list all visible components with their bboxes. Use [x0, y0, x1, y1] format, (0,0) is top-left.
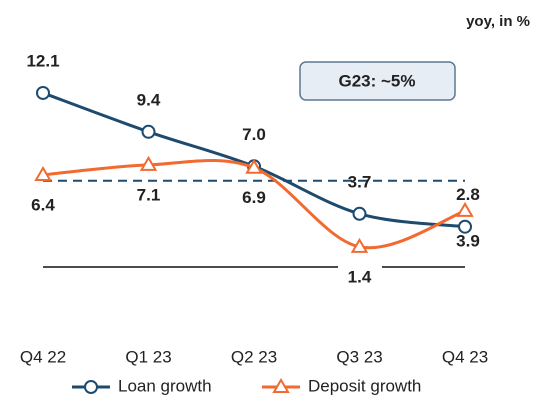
annotation-box — [299, 61, 456, 101]
marker — [139, 155, 158, 171]
x-tick-label: Q4 23 — [442, 347, 488, 366]
legend-label: Deposit growth — [308, 376, 421, 395]
marker — [36, 85, 50, 100]
marker — [456, 201, 474, 217]
legend-label: Loan growth — [118, 376, 212, 395]
marker — [458, 219, 472, 234]
annotation: G23: ~5% — [338, 71, 415, 90]
marker — [272, 378, 290, 393]
data-label: 7.1 — [137, 185, 161, 204]
data-label: 7.0 — [242, 125, 266, 144]
x-tick-label: Q2 23 — [231, 347, 277, 366]
marker — [84, 380, 98, 394]
data-label: 6.9 — [242, 188, 266, 207]
marker — [350, 237, 369, 253]
x-tick-label: Q4 22 — [20, 347, 66, 366]
marker — [34, 165, 52, 181]
data-label: 3.9 — [456, 231, 480, 250]
x-tick-label: Q3 23 — [336, 347, 382, 366]
data-label: 1.4 — [348, 267, 372, 286]
unit-label: yoy, in % — [466, 13, 530, 30]
data-label: 3.7 — [348, 172, 372, 191]
marker — [141, 124, 156, 139]
data-label: 9.4 — [137, 90, 161, 109]
x-tick-label: Q1 23 — [125, 347, 171, 366]
data-label: 2.8 — [456, 185, 480, 204]
data-label: 12.1 — [26, 51, 59, 70]
data-label: 6.4 — [31, 195, 55, 214]
marker — [352, 206, 367, 221]
marker — [245, 158, 263, 174]
